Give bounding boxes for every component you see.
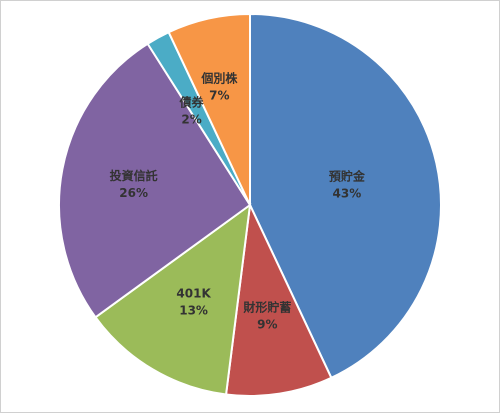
slice-value-label: 7% [209, 89, 229, 103]
slice-value-label: 43% [333, 186, 362, 200]
pie-slice [167, 12, 251, 206]
slice-value-label: 26% [119, 186, 148, 200]
pie-slice [94, 202, 252, 396]
slice-label: 預貯金 [329, 168, 366, 183]
pie-slice [58, 42, 252, 319]
slice-label: 401K [176, 286, 211, 300]
slice-value-label: 9% [257, 317, 277, 331]
slice-value-label: 13% [179, 303, 208, 317]
slice-label: 財形貯蓄 [242, 299, 291, 314]
slice-label: 債券 [179, 95, 205, 110]
slice-label: 投資信託 [110, 168, 158, 183]
slice-value-label: 2% [181, 113, 201, 127]
slice-label: 個別株 [200, 71, 238, 86]
pie-slice [224, 201, 333, 397]
pie-slice [249, 12, 442, 380]
